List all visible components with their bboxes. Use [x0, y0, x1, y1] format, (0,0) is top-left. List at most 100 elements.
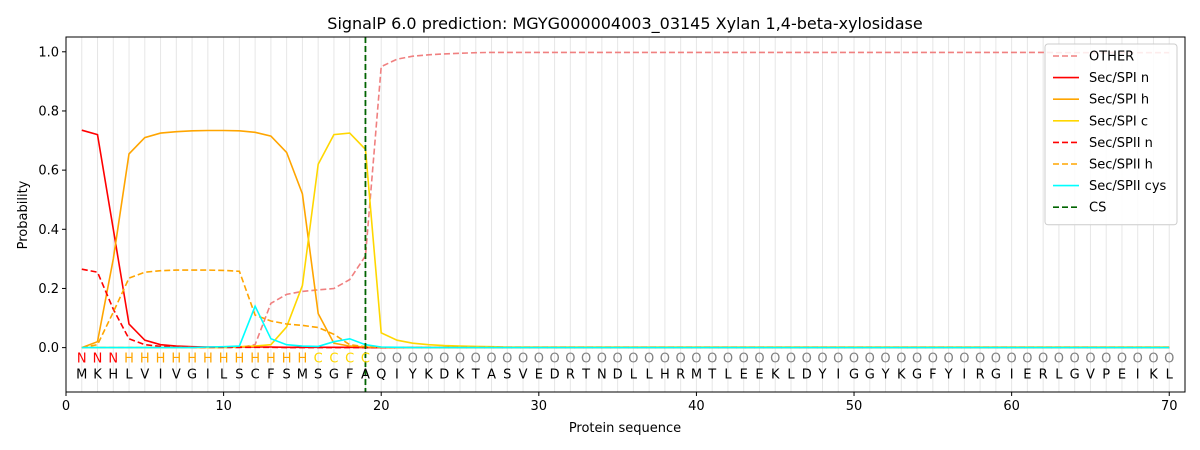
series-line-0 — [81, 51, 1170, 349]
legend: OTHER Sec/SPI n Sec/SPI h Sec/SPI c Sec/SPII… — [1044, 43, 1178, 226]
region-label: O — [1038, 351, 1048, 366]
y-axis-label: Probability — [16, 180, 31, 249]
region-label: O — [518, 351, 528, 366]
series-line-5 — [81, 269, 1170, 349]
region-label: H — [171, 351, 181, 366]
sequence-residue: M — [76, 368, 87, 383]
region-label: O — [455, 351, 465, 366]
region-label: O — [502, 351, 512, 366]
sequence-residue: I — [1136, 368, 1140, 383]
sequence-residue: L — [724, 368, 732, 383]
sequence-residue: L — [787, 368, 795, 383]
sequence-residue: L — [1055, 368, 1063, 383]
sequence-residue: M — [691, 368, 702, 383]
sequence-residue: K — [93, 368, 102, 383]
region-label: O — [691, 351, 701, 366]
sequence-residue: V — [1086, 368, 1095, 383]
sequence-residue: K — [424, 368, 433, 383]
region-label: O — [660, 351, 670, 366]
region-label: O — [439, 351, 449, 366]
sequence-residue: S — [314, 368, 322, 383]
x-tick-label: 10 — [215, 399, 232, 414]
x-axis-label: Protein sequence — [569, 421, 681, 436]
region-label: O — [628, 351, 638, 366]
sequence-residue: I — [962, 368, 966, 383]
sequence-residue: N — [597, 368, 607, 383]
region-label: O — [817, 351, 827, 366]
region-label: O — [408, 351, 418, 366]
region-label: O — [597, 351, 607, 366]
region-label: N — [93, 351, 103, 366]
series-line-4 — [81, 268, 1170, 349]
region-label: N — [108, 351, 118, 366]
legend-label-1: Sec/SPI n — [1089, 71, 1149, 86]
legend-label-5: Sec/SPII h — [1089, 158, 1153, 173]
legend-label-7: CS — [1089, 201, 1106, 216]
region-label: C — [361, 351, 370, 366]
sequence-residue: E — [1023, 368, 1031, 383]
sequence-residue: T — [581, 368, 590, 383]
sequence-residue: M — [297, 368, 308, 383]
sequence-residue: Y — [944, 368, 953, 383]
region-label: O — [613, 351, 623, 366]
sequence-residue: R — [976, 368, 985, 383]
region-label: O — [723, 351, 733, 366]
region-label: H — [250, 351, 260, 366]
sequence-residue: A — [361, 368, 370, 383]
region-label: O — [754, 351, 764, 366]
region-label: O — [802, 351, 812, 366]
sequence-residue: L — [1166, 368, 1174, 383]
sequence-residue: G — [912, 368, 922, 383]
sequence-residue: I — [1010, 368, 1014, 383]
sequence-residue: G — [1070, 368, 1080, 383]
sequence-residue: K — [771, 368, 780, 383]
sequence-residue: I — [159, 368, 163, 383]
sequence-residue: R — [1039, 368, 1048, 383]
region-label: O — [1022, 351, 1032, 366]
region-label: O — [565, 351, 575, 366]
legend-label-0: OTHER — [1089, 50, 1134, 65]
sequence-residue: L — [646, 368, 654, 383]
region-label: O — [959, 351, 969, 366]
sequence-residue: V — [519, 368, 528, 383]
region-label: O — [676, 351, 686, 366]
sequence-residue: T — [471, 368, 480, 383]
region-label: O — [991, 351, 1001, 366]
x-tick-label: 50 — [846, 399, 863, 414]
sequence-residue: F — [346, 368, 353, 383]
sequence-residue: L — [630, 368, 638, 383]
region-label: H — [187, 351, 197, 366]
region-label: O — [376, 351, 386, 366]
sequence-residue: G — [329, 368, 339, 383]
legend-label-6: Sec/SPII cys — [1089, 179, 1167, 194]
region-label: O — [1164, 351, 1174, 366]
sequence-residue: I — [395, 368, 399, 383]
axes-frame — [65, 36, 1186, 393]
region-label: O — [786, 351, 796, 366]
sequence-residue: A — [487, 368, 496, 383]
sequence-residue: H — [660, 368, 670, 383]
sequence-residue: E — [1118, 368, 1126, 383]
region-label: O — [471, 351, 481, 366]
sequence-residue: H — [108, 368, 118, 383]
sequence-residue: E — [755, 368, 763, 383]
region-label: O — [486, 351, 496, 366]
region-label: C — [345, 351, 354, 366]
x-tick-label: 40 — [688, 399, 705, 414]
region-label: O — [549, 351, 559, 366]
y-tick-label: 0.8 — [38, 104, 59, 119]
region-label: N — [77, 351, 87, 366]
sequence-residue: D — [550, 368, 560, 383]
legend-label-4: Sec/SPII n — [1089, 136, 1153, 151]
series-line-1 — [81, 129, 1170, 349]
sequence-residue: Y — [408, 368, 417, 383]
sequence-residue: L — [125, 368, 133, 383]
x-tick-label: 60 — [1003, 399, 1020, 414]
series-line-2 — [81, 129, 1170, 349]
region-label: O — [849, 351, 859, 366]
region-label: O — [392, 351, 402, 366]
y-tick-label: 0.2 — [38, 282, 59, 297]
sequence-residue: I — [206, 368, 210, 383]
sequence-residue: C — [251, 368, 260, 383]
